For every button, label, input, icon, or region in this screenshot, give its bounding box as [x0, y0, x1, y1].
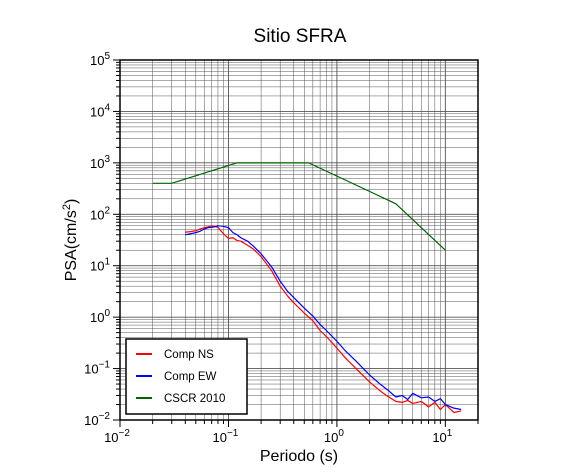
y-tick-label: 10−2 [84, 411, 110, 428]
legend-label: Comp NS [164, 349, 214, 361]
y-tick-label: 100 [90, 308, 110, 325]
legend-label: Comp EW [164, 371, 217, 383]
x-tick-label: 100 [324, 428, 344, 445]
y-tick-label: 101 [90, 257, 110, 274]
x-tick-labels: 10−2 10−1 100 101 [104, 428, 453, 445]
series-layer [152, 162, 462, 414]
y-tick-label: 105 [90, 51, 110, 68]
series-line [185, 225, 462, 411]
legend: Comp NS Comp EW CSCR 2010 [125, 338, 248, 415]
plot-frame [119, 59, 479, 421]
ticks [113, 59, 479, 427]
y-tick-label: 103 [90, 154, 110, 171]
legend-label: CSCR 2010 [164, 393, 225, 405]
chart-title: Sitio SFRA [254, 26, 347, 47]
x-axis-label: Periodo (s) [260, 448, 338, 465]
x-tick-label: 101 [432, 428, 452, 445]
y-axis-label: PSA(cm/s2) [61, 199, 80, 282]
y-tick-label: 102 [90, 205, 110, 222]
series-line [152, 162, 446, 251]
y-tick-labels: 10−2 10−1 100 101 102 103 104 105 [84, 51, 110, 428]
y-tick-label: 104 [90, 102, 110, 119]
x-tick-label: 10−1 [213, 428, 239, 445]
x-tick-label: 10−2 [104, 428, 130, 445]
y-tick-label: 10−1 [84, 360, 110, 377]
